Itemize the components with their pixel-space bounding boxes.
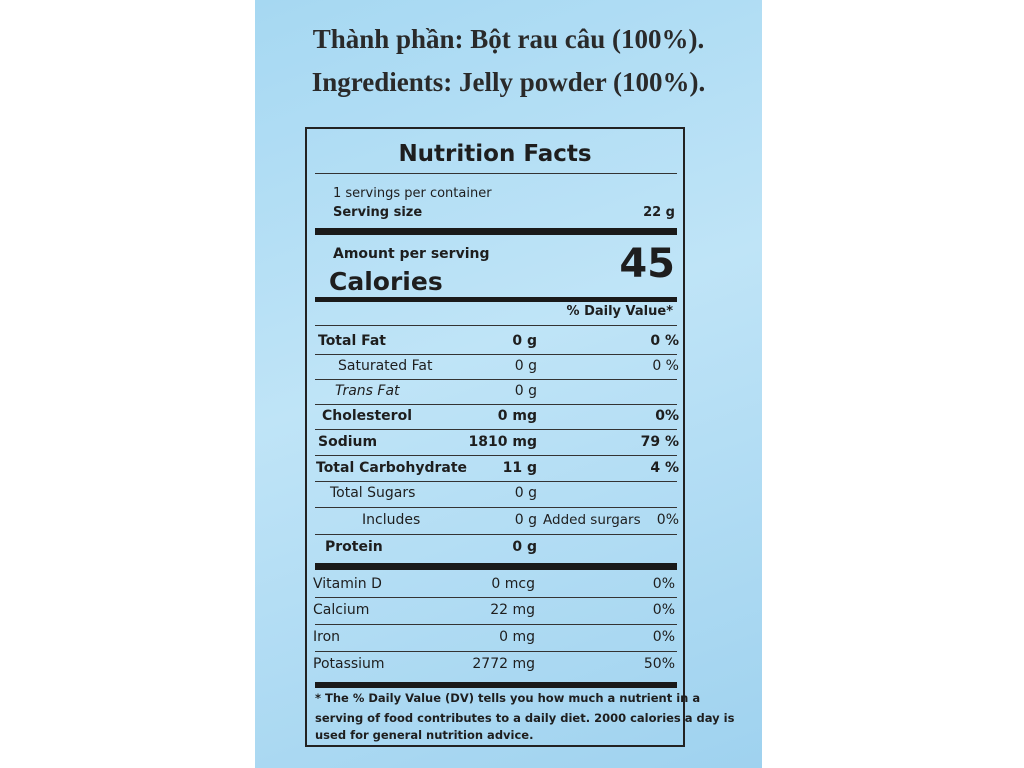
nutrient-name: Trans Fat (335, 383, 400, 399)
ingredients-vi: Thành phần: Bột rau câu (100%). (312, 24, 705, 54)
nutrient-amount: 0 g (512, 333, 537, 349)
rule (315, 354, 677, 355)
nutrient-dv: 0% (656, 512, 679, 528)
rule (315, 455, 677, 456)
nutrient-dv: 4 % (650, 460, 679, 476)
nutrient-amount: 0 g (514, 383, 537, 399)
thick-rule (315, 297, 677, 302)
vitamin-dv: 50% (643, 656, 675, 672)
nutrient-dv: 0 % (650, 333, 679, 349)
vitamin-amount: 0 mg (499, 629, 535, 645)
thick-rule (315, 682, 677, 688)
amount-per-serving: Amount per serving (333, 246, 490, 262)
vitamin-dv: 0% (652, 602, 675, 618)
ingredients-en: Ingredients: Jelly powder (100%). (311, 67, 706, 97)
nutrient-amount: 0 g (512, 539, 537, 555)
serving-size-label: Serving size (333, 205, 423, 220)
nutrition-label: Nutrition Facts 1 servings per container… (305, 127, 734, 747)
nutrient-name: Total Sugars (330, 485, 416, 501)
rule (315, 624, 677, 625)
nutrient-amount: 1810 mg (468, 434, 537, 450)
nutrient-name: Includes (362, 512, 421, 528)
vitamin-amount: 2772 mg (472, 656, 535, 672)
vitamin-name: Potassium (313, 656, 385, 672)
vitamin-dv: 0% (652, 629, 675, 645)
rule (315, 507, 677, 508)
nutrient-amount: 0 mg (497, 408, 537, 424)
servings: 1 servings per container (333, 186, 492, 201)
nutrient-dv: 79 % (640, 434, 679, 450)
nutrient-amount: 0 g (514, 485, 537, 501)
nutrient-name: Sodium (318, 434, 378, 450)
nutrient-amount: 11 g (502, 460, 537, 476)
rule (315, 404, 677, 405)
rule (315, 325, 677, 326)
calories-label: Calories (329, 267, 443, 296)
label-title: Nutrition Facts (398, 141, 592, 167)
dv-header: % Daily Value* (566, 304, 673, 319)
vitamin-amount: 22 mg (490, 602, 535, 618)
rule (315, 481, 677, 482)
thick-rule (315, 563, 677, 570)
serving-size: 22 g (643, 205, 675, 220)
nutrient-dv: 0 % (652, 358, 679, 374)
nutrient-name: Saturated Fat (338, 358, 433, 374)
rule (315, 651, 677, 652)
calories-value: 45 (619, 241, 675, 287)
nutrient-name: Cholesterol (322, 408, 412, 424)
vitamin-name: Vitamin D (313, 576, 382, 592)
footnote-line: * The % Daily Value (DV) tells you how m… (315, 691, 701, 705)
rule (315, 379, 677, 380)
nutrient-note: Added surgars (543, 512, 641, 528)
vitamin-name: Iron (313, 629, 341, 645)
nutrient-amount: 0 g (514, 512, 537, 528)
rule (315, 429, 677, 430)
nutrient-amount: 0 g (514, 358, 537, 374)
vitamin-amount: 0 mcg (491, 576, 535, 592)
footnote-line: serving of food contributes to a daily d… (315, 711, 735, 725)
vitamin-name: Calcium (313, 602, 370, 618)
footnote-line: used for general nutrition advice. (315, 728, 534, 742)
nutrient-name: Protein (325, 539, 383, 555)
rule (315, 534, 677, 535)
nutrient-name: Total Carbohydrate (316, 460, 468, 476)
vitamin-dv: 0% (652, 576, 675, 592)
rule (315, 597, 677, 598)
nutrient-name: Total Fat (318, 333, 387, 349)
nutrient-dv: 0% (655, 408, 679, 424)
thick-rule (315, 228, 677, 235)
rule (315, 173, 677, 174)
